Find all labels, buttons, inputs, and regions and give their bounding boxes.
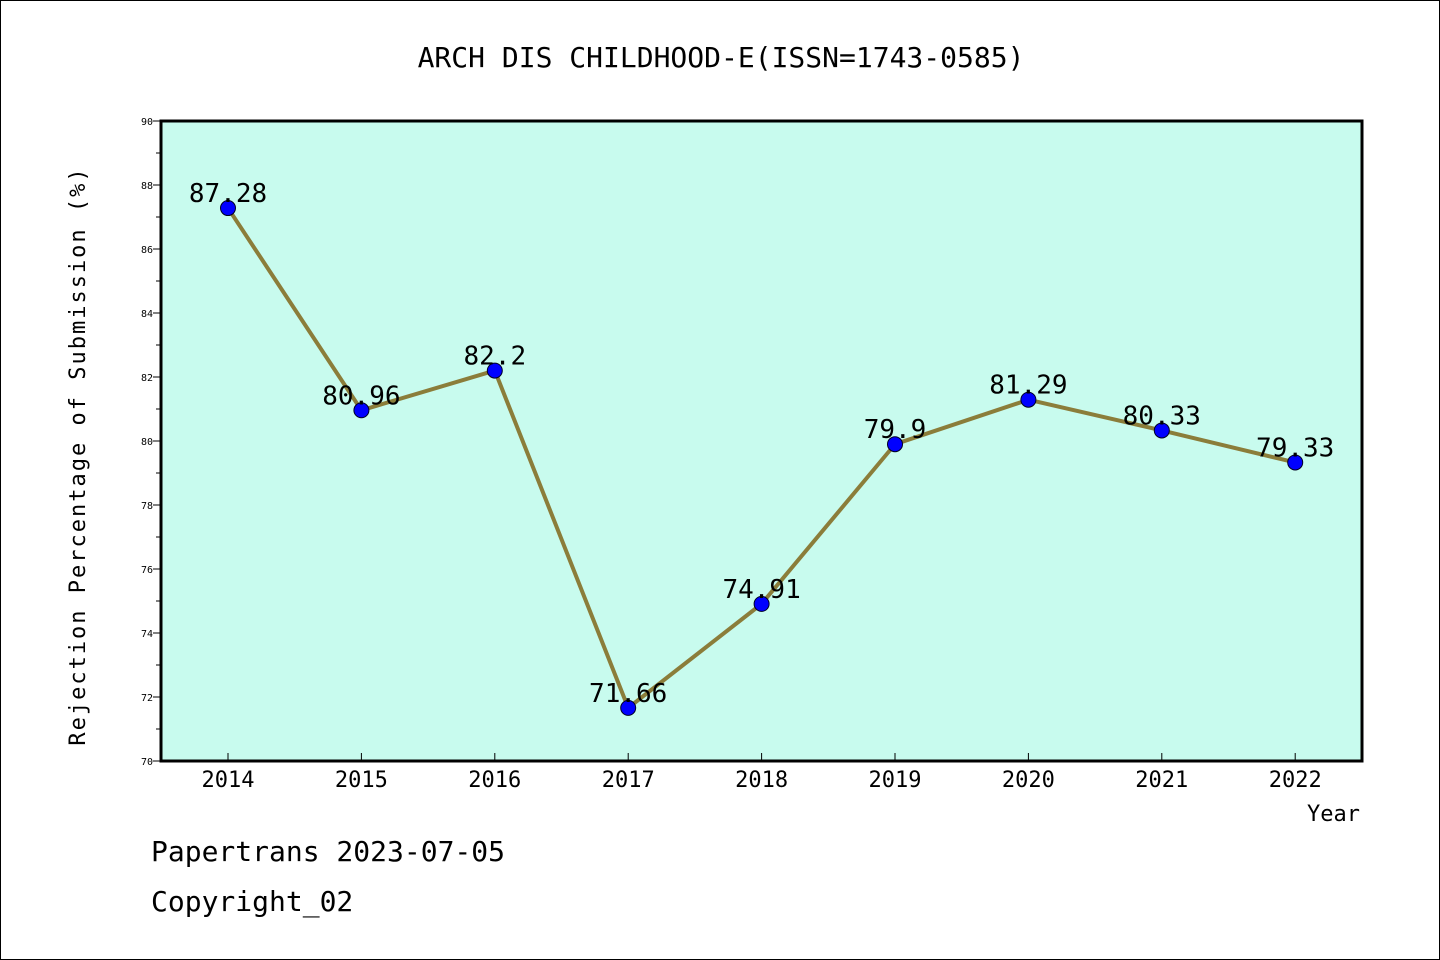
data-point bbox=[1020, 391, 1037, 408]
chart-title: ARCH DIS CHILDHOOD-E(ISSN=1743-0585) bbox=[418, 41, 1025, 74]
data-label: 81.29 bbox=[989, 371, 1067, 401]
x-tick-label: 2021 bbox=[1135, 768, 1188, 793]
x-tick-label: 2014 bbox=[202, 768, 255, 793]
x-tick-label: 2022 bbox=[1269, 768, 1322, 793]
x-tick-label: 2018 bbox=[735, 768, 788, 793]
y-tick-label: 78 bbox=[141, 501, 153, 512]
y-tick-label: 72 bbox=[141, 693, 153, 704]
data-label: 79.33 bbox=[1256, 433, 1334, 463]
x-tick-label: 2016 bbox=[468, 768, 521, 793]
data-label: 80.33 bbox=[1123, 401, 1201, 431]
y-axis: 70 72 74 76 78 80 82 84 86 88 90 bbox=[141, 117, 161, 768]
data-point bbox=[220, 200, 236, 217]
x-tick-label: 2019 bbox=[869, 768, 922, 793]
data-label: 74.91 bbox=[722, 575, 800, 605]
series-rejection bbox=[220, 200, 1304, 716]
data-point bbox=[486, 362, 503, 379]
data-label: 80.96 bbox=[322, 381, 400, 411]
y-tick-label: 82 bbox=[141, 373, 153, 384]
y-tick-label: 84 bbox=[141, 309, 153, 320]
data-point bbox=[353, 402, 370, 419]
y-tick-label: 88 bbox=[141, 181, 153, 192]
data-label: 79.9 bbox=[864, 415, 927, 445]
y-tick-label: 90 bbox=[141, 117, 153, 128]
x-tick-label: 2015 bbox=[335, 768, 388, 793]
data-point bbox=[887, 436, 903, 453]
x-tick-label: 2017 bbox=[602, 768, 655, 793]
y-tick-label: 74 bbox=[141, 629, 153, 640]
data-label: 71.66 bbox=[589, 679, 667, 709]
y-tick-label: 86 bbox=[141, 245, 153, 256]
x-axis: 2014 2015 2016 2017 2018 2019 2020 2021 2022 bbox=[202, 753, 1322, 793]
footer-copyright-line: Copyright_02 bbox=[151, 885, 354, 918]
data-point bbox=[620, 699, 637, 716]
x-axis-label: Year bbox=[1307, 802, 1360, 827]
data-point bbox=[753, 595, 770, 612]
data-label: 82.2 bbox=[463, 342, 526, 372]
y-tick-label: 80 bbox=[141, 437, 153, 448]
y-tick-label: 76 bbox=[141, 565, 153, 576]
data-point bbox=[1153, 422, 1170, 439]
footer-date-line: Papertrans 2023-07-05 bbox=[151, 835, 506, 868]
data-labels: 87.28 80.96 82.2 71.66 74.91 79.9 81.29 80.33 79… bbox=[189, 179, 1334, 709]
plot-area bbox=[159, 119, 1364, 763]
data-point bbox=[1287, 454, 1304, 471]
data-label: 87.28 bbox=[189, 179, 267, 209]
y-tick-label: 70 bbox=[141, 757, 153, 768]
x-tick-label: 2020 bbox=[1002, 768, 1055, 793]
y-axis-label: Rejection Percentage of Submission (%) bbox=[66, 166, 91, 745]
